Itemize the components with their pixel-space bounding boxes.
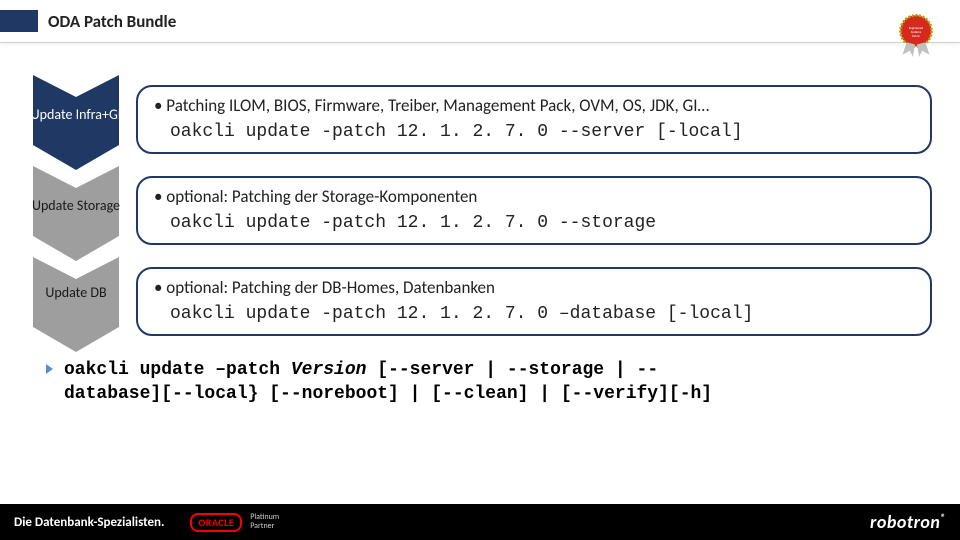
section-infra: Update Infra+GI • Patching ILOM, BIOS, F…	[28, 85, 932, 154]
footer-tagline: Die Datenbank-Spezialisten.	[14, 515, 164, 530]
chevron-down-icon	[28, 166, 124, 266]
cmd-db: oakcli update -patch 12. 1. 2. 7. 0 –dat…	[154, 304, 914, 324]
cmd-infra: oakcli update -patch 12. 1. 2. 7. 0 --se…	[154, 122, 914, 142]
partner-badge-icon: Engineered Systems Partner	[890, 8, 942, 60]
desc-storage: • optional: Patching der Storage-Kompone…	[154, 186, 914, 207]
desc-infra: • Patching ILOM, BIOS, Firmware, Treiber…	[154, 95, 914, 116]
oracle-partner-badge: ORACLE Platinum Partner	[190, 513, 279, 532]
content-area: Update Infra+GI • Patching ILOM, BIOS, F…	[0, 43, 960, 407]
arrow-label-storage: Update Storage	[28, 198, 124, 215]
cmd-storage: oakcli update -patch 12. 1. 2. 7. 0 --st…	[154, 213, 914, 233]
summary-line1-post: [--server | --storage | --	[366, 360, 658, 380]
oracle-partner-text: Platinum Partner	[250, 513, 279, 531]
info-box-infra: • Patching ILOM, BIOS, Firmware, Treiber…	[136, 85, 932, 154]
slide-title: ODA Patch Bundle	[48, 11, 176, 32]
arrow-label-infra: Update Infra+GI	[28, 107, 124, 124]
chevron-down-icon	[28, 257, 124, 357]
desc-db: • optional: Patching der DB-Homes, Daten…	[154, 277, 914, 298]
svg-text:Systems: Systems	[911, 30, 922, 34]
info-box-db: • optional: Patching der DB-Homes, Daten…	[136, 267, 932, 336]
summary-line2: database][--local} [--noreboot] | [--cle…	[64, 384, 712, 404]
slide-footer: Die Datenbank-Spezialisten. ORACLE Plati…	[0, 504, 960, 540]
arrow-box-db: Update DB	[28, 267, 124, 336]
summary-command: oakcli update –patch Version [--server |…	[64, 358, 932, 407]
robotron-logo: robotron®	[870, 511, 946, 533]
svg-text:Partner: Partner	[912, 35, 920, 38]
info-box-storage: • optional: Patching der Storage-Kompone…	[136, 176, 932, 245]
svg-text:Engineered: Engineered	[909, 26, 924, 30]
oracle-logo-icon: ORACLE	[190, 513, 242, 532]
chevron-down-icon	[28, 75, 124, 175]
section-storage: Update Storage • optional: Patching der …	[28, 176, 932, 245]
arrow-box-storage: Update Storage	[28, 176, 124, 245]
summary-line1-pre: oakcli update –patch	[64, 360, 291, 380]
arrow-label-db: Update DB	[28, 285, 124, 302]
summary-line1-em: Version	[291, 360, 367, 380]
section-db: Update DB • optional: Patching der DB-Ho…	[28, 267, 932, 336]
arrow-box-infra: Update Infra+GI	[28, 85, 124, 154]
slide-header: ODA Patch Bundle	[0, 0, 960, 43]
header-accent-block	[0, 10, 38, 32]
bullet-marker-icon	[46, 364, 53, 374]
